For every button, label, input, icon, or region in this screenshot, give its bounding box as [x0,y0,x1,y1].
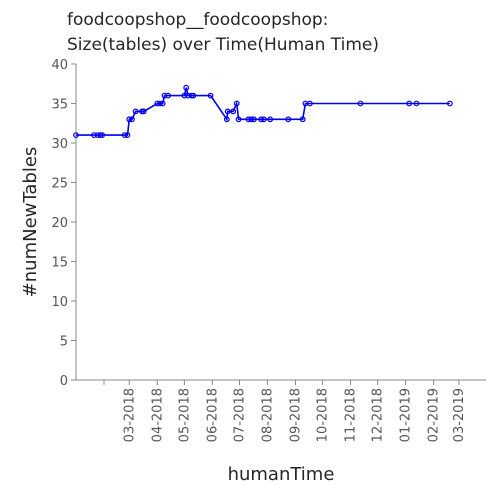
y-tick-label: 15 [51,256,68,271]
x-axis-label: humanTime [228,464,335,485]
x-tick-label: 06-2018 [205,388,220,442]
y-axis-label: #numNewTables [20,147,41,298]
data-point [285,116,292,123]
y-tick-label: 20 [51,216,68,231]
y-tick-label: 30 [51,137,68,152]
data-point [73,132,79,139]
data-point [224,108,231,115]
x-tick-label: 03-2019 [452,388,467,442]
data-point [446,100,453,107]
x-tick-label: 09-2018 [288,388,303,442]
x-tick-label: 04-2018 [150,388,165,442]
data-point [91,132,97,139]
data-point [306,100,313,107]
data-point [181,92,188,99]
data-point [251,116,257,123]
data-point [183,84,190,91]
y-tick-label: 40 [51,58,68,73]
data-point [159,100,166,107]
data-point [267,116,274,123]
data-point [188,92,195,99]
data-point [124,132,131,139]
x-tick-label: 05-2018 [177,388,192,442]
data-point [223,116,230,123]
data-point [157,100,163,107]
data-point [357,100,364,107]
chart-title-line-2: Size(tables) over Time(Human Time) [67,35,379,55]
data-point [126,116,133,123]
data-point [235,116,242,123]
data-point [165,92,172,99]
y-tick-label: 35 [51,98,68,113]
x-tick-label: 01-2019 [399,388,414,442]
y-tick-label: 5 [60,335,68,350]
data-point [99,132,106,139]
data-point [185,92,191,99]
data-point [139,108,145,115]
x-tick-label: 10-2018 [316,388,331,442]
data-point [154,100,161,107]
data-point [161,92,168,99]
chart-title-line-1: foodcoopshop__foodcoopshop: [67,10,328,30]
x-tick-label: 12-2018 [371,388,386,442]
x-tick-label: 03-2018 [122,388,137,442]
data-point [260,116,267,123]
data-point [248,116,255,123]
data-point [258,116,265,123]
data-point [121,132,128,139]
data-point [299,116,306,123]
data-point [132,108,139,115]
y-tick-label: 10 [51,295,68,310]
y-tick-label: 0 [60,374,68,389]
x-tick-label: 02-2019 [427,388,442,442]
data-point [97,132,104,139]
x-ticks: 03-2018 04-2018 05-2018 06-2018 07-2018 08-20… [103,380,467,442]
data-point [140,108,147,115]
data-point [230,108,237,115]
x-tick-label: 07-2018 [232,388,247,442]
data-point [413,100,420,107]
y-ticks: 0 5 10 15 20 25 30 35 40 [51,58,76,389]
data-point [406,100,413,107]
series-line [76,87,450,136]
x-tick-label: 11-2018 [344,388,359,442]
data-point [207,92,214,99]
y-tick-label: 25 [51,177,68,192]
data-point [245,116,252,123]
data-point [190,92,197,99]
data-point [233,100,240,107]
series-group [73,84,453,139]
x-tick-label: 08-2018 [260,388,275,442]
data-point [129,116,135,123]
